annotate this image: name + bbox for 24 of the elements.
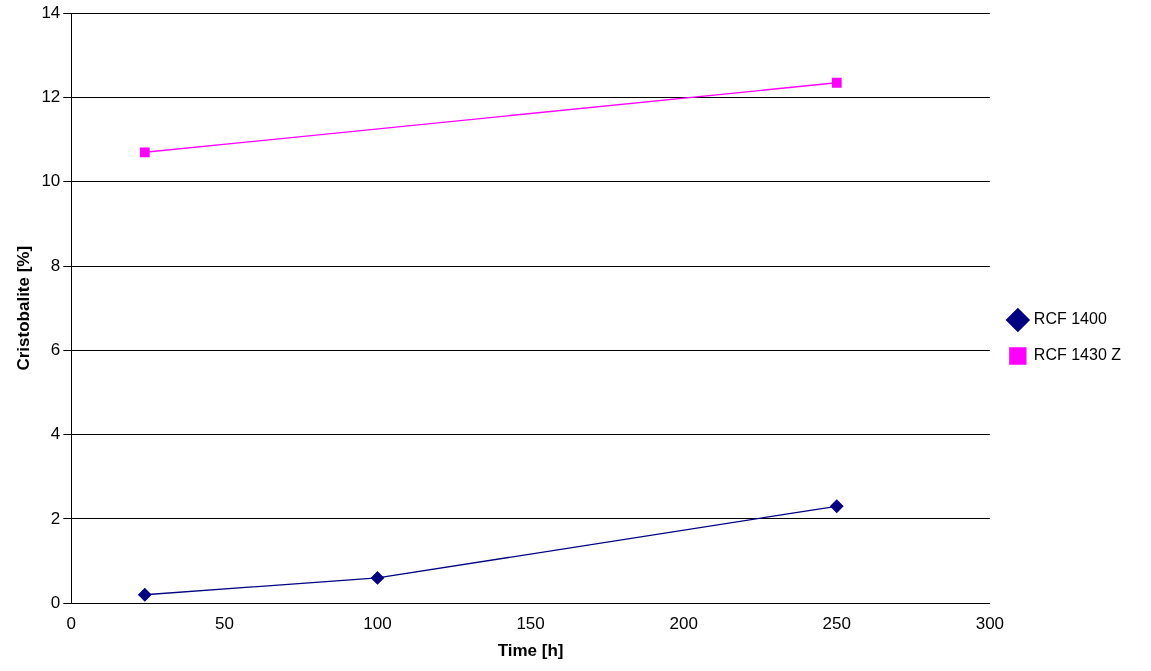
point: [138, 588, 152, 602]
point: [139, 147, 150, 158]
point: [830, 499, 844, 513]
y-tick-label: 6: [50, 340, 61, 360]
y-axis-title: Cristobalite [%]: [13, 245, 33, 371]
legend-label: RCF 1430 Z: [1033, 346, 1122, 364]
y-tick-label: 0: [50, 592, 61, 612]
x-tick-label: 250: [822, 614, 851, 634]
y-tick-label: 2: [50, 508, 61, 528]
y-tick-label: 8: [50, 255, 61, 275]
x-tick-label: 0: [66, 614, 77, 634]
y-tick-label: 4: [50, 424, 61, 444]
x-tick-label: 200: [669, 614, 698, 634]
x-tick-label: 100: [363, 614, 392, 634]
y-tick-label: 12: [41, 87, 61, 107]
x-tick-label: 300: [975, 614, 1005, 634]
point: [831, 77, 842, 88]
x-axis-title: Time [h]: [497, 641, 564, 661]
point: [370, 571, 385, 585]
x-tick-label: 150: [516, 614, 545, 634]
x-tick-label: 50: [214, 614, 234, 634]
legend-label: RCF 1400: [1033, 310, 1107, 328]
y-tick-label: 10: [41, 171, 61, 191]
y-tick-label: 14: [41, 2, 61, 22]
